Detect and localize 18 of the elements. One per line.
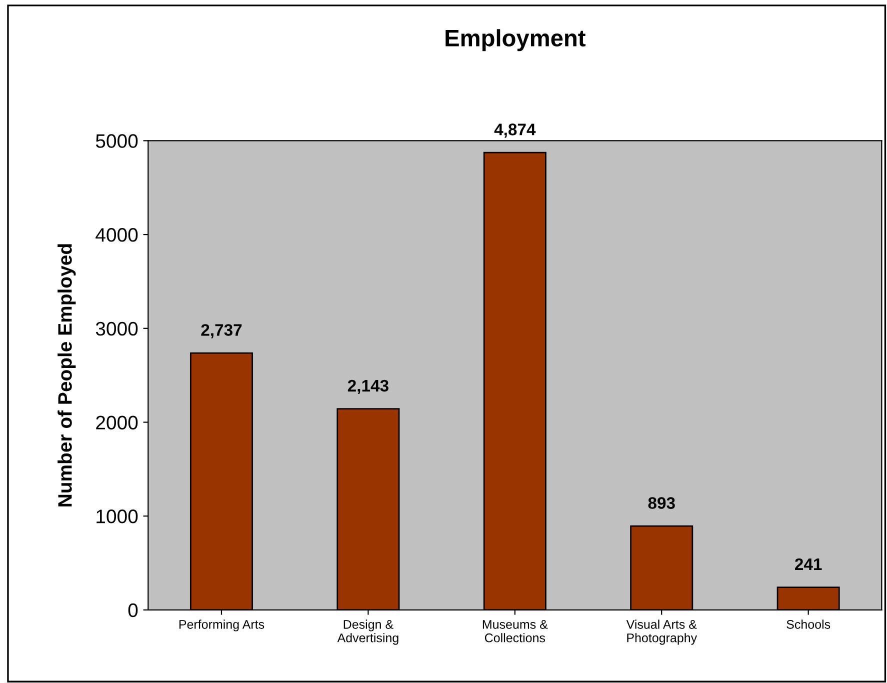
data-label: 2,737 (201, 324, 242, 338)
y-tick-label: 0 (128, 603, 138, 618)
data-label: 893 (648, 497, 675, 509)
y-tick-label: 4000 (96, 228, 138, 242)
x-tick-label: Performing Arts (179, 620, 264, 632)
y-tick-label: 3000 (96, 322, 138, 336)
y-tick-label: 1000 (96, 510, 138, 524)
y-axis-title: Number of People Employed (58, 244, 76, 506)
data-label: 4,874 (494, 124, 536, 138)
chart-title: Employment (446, 29, 586, 52)
x-tick-label: Visual Arts & Photography (626, 620, 698, 645)
x-tick-label: Schools (786, 620, 830, 629)
y-tick-label: 2000 (96, 416, 138, 430)
y-tick-label: 5000 (96, 134, 138, 148)
data-label: 2,143 (348, 380, 388, 394)
x-tick-label: Museums & Collections (482, 620, 548, 642)
data-label: 241 (795, 558, 822, 570)
x-tick-label: Design & Advertising (337, 620, 398, 645)
